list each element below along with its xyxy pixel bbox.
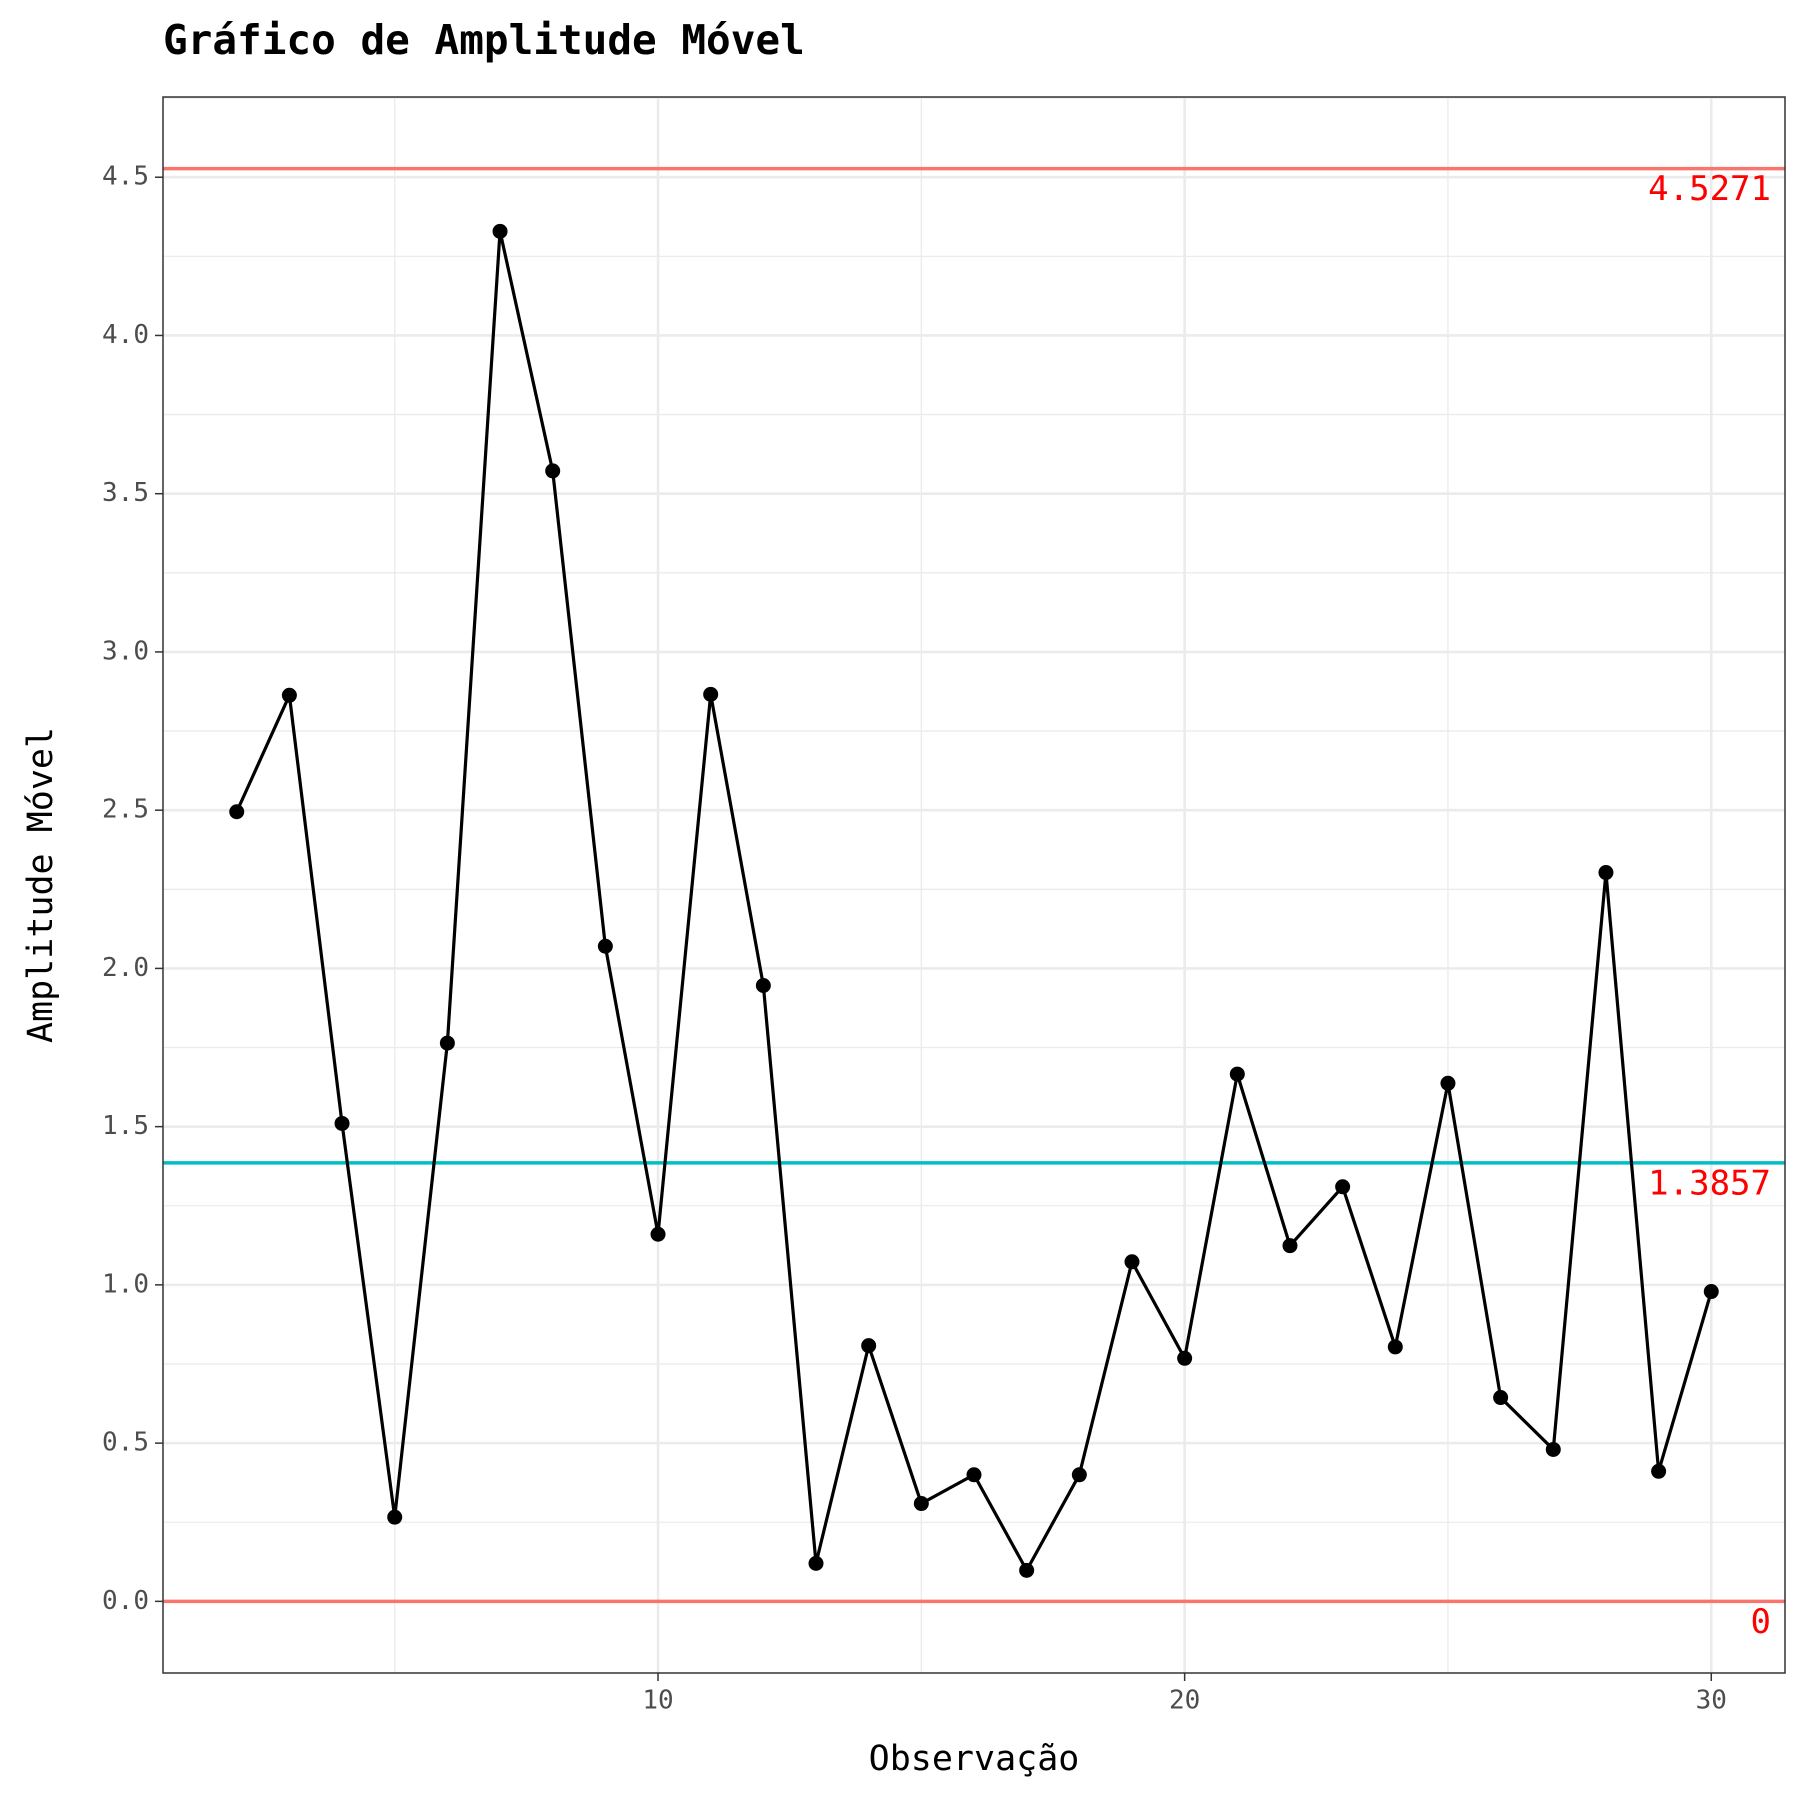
data-point (439, 1035, 455, 1051)
x-tick-label: 20 (1169, 1686, 1200, 1716)
plot-border (162, 96, 1786, 1674)
reference-label: 0 (1751, 1602, 1771, 1642)
data-point (966, 1467, 982, 1483)
data-point (1493, 1390, 1509, 1406)
data-point (1545, 1441, 1561, 1457)
data-point (1387, 1339, 1403, 1355)
data-line (235, 230, 1713, 1574)
data-point (650, 1226, 666, 1242)
data-point (492, 223, 508, 239)
data-point (281, 687, 297, 703)
x-axis-label: Observação (869, 1739, 1080, 1779)
x-tick-label: 10 (642, 1686, 673, 1716)
y-tick-label: 4.5 (102, 162, 149, 192)
data-point (1651, 1463, 1667, 1479)
x-tick-label: 30 (1696, 1686, 1727, 1716)
data-point (913, 1496, 929, 1512)
y-tick-label: 2.0 (102, 953, 149, 983)
data-point (334, 1115, 350, 1131)
data-point (1019, 1562, 1035, 1578)
y-tick-label: 0.5 (102, 1428, 149, 1458)
data-point (1177, 1350, 1193, 1366)
data-point (1124, 1254, 1140, 1270)
y-tick-label: 3.0 (102, 636, 149, 666)
y-tick-label: 2.5 (102, 795, 149, 825)
data-point (1703, 1284, 1719, 1300)
chart-title: Gráfico de Amplitude Móvel (163, 16, 805, 64)
data-point (1282, 1238, 1298, 1254)
data-point (1335, 1179, 1351, 1195)
data-point (1071, 1467, 1087, 1483)
y-tick-label: 0.0 (102, 1586, 149, 1616)
data-point (1229, 1066, 1245, 1082)
data-point (1598, 865, 1614, 881)
data-point (861, 1338, 877, 1354)
y-tick-label: 1.5 (102, 1111, 149, 1141)
data-point (808, 1555, 824, 1571)
data-point (545, 463, 561, 479)
data-point (597, 938, 613, 954)
data-point (755, 977, 771, 993)
y-tick-label: 4.0 (102, 320, 149, 350)
data-point (229, 804, 245, 820)
y-axis-label: Amplitude Móvel (21, 727, 61, 1043)
reference-label: 4.5271 (1648, 169, 1771, 209)
data-point (387, 1509, 403, 1525)
data-point (1440, 1075, 1456, 1091)
y-tick-label: 3.5 (102, 478, 149, 508)
data-point (703, 686, 719, 702)
reference-label: 1.3857 (1648, 1163, 1771, 1203)
y-tick-label: 1.0 (102, 1269, 149, 1299)
